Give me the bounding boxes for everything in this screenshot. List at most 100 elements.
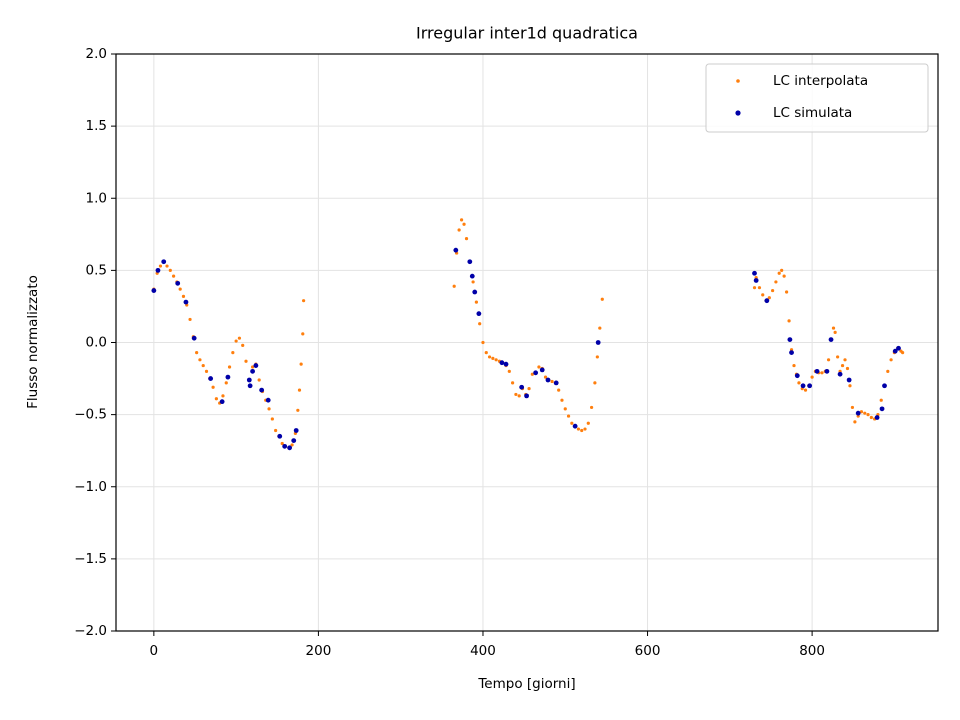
point	[462, 222, 466, 226]
point	[580, 428, 584, 433]
point	[201, 363, 205, 368]
point	[270, 417, 274, 421]
point	[499, 360, 505, 366]
point	[882, 383, 887, 389]
chart-title: Irregular inter1d quadratica	[416, 24, 638, 43]
y-tick-label: 1.5	[86, 118, 107, 134]
point	[780, 268, 784, 272]
point	[481, 340, 485, 345]
point	[533, 370, 539, 376]
point	[901, 350, 905, 355]
point	[291, 438, 297, 443]
point	[787, 337, 793, 343]
point	[752, 270, 757, 276]
point	[250, 365, 255, 369]
point	[453, 247, 459, 253]
point	[545, 377, 551, 383]
point	[570, 421, 574, 425]
point	[519, 384, 525, 390]
point	[452, 284, 456, 288]
point	[826, 358, 831, 362]
point	[214, 397, 218, 401]
x-tick-label: 200	[306, 643, 332, 659]
point	[514, 392, 518, 397]
point	[879, 406, 885, 412]
legend-marker	[735, 110, 741, 116]
point	[789, 350, 794, 355]
x-tick-label: 800	[799, 643, 825, 659]
point	[171, 274, 176, 278]
point	[757, 286, 762, 290]
point	[204, 369, 209, 373]
point	[511, 381, 515, 385]
point	[833, 330, 837, 335]
point	[487, 355, 492, 359]
point	[595, 340, 601, 345]
point	[474, 300, 478, 304]
point	[889, 358, 893, 362]
point	[824, 368, 830, 374]
point	[814, 368, 820, 374]
point	[583, 427, 587, 431]
point	[464, 237, 469, 241]
point	[280, 441, 284, 446]
point	[290, 443, 294, 447]
point	[853, 420, 857, 424]
point	[557, 388, 561, 392]
point	[869, 415, 873, 420]
point	[253, 363, 259, 368]
point	[777, 271, 781, 275]
legend-box	[705, 63, 929, 133]
point	[221, 394, 225, 398]
point	[831, 326, 836, 330]
point	[259, 387, 265, 393]
point	[810, 375, 814, 379]
point	[183, 299, 189, 305]
point	[560, 398, 564, 402]
point	[892, 348, 898, 354]
point	[595, 355, 599, 359]
point	[246, 377, 252, 383]
point	[840, 363, 845, 368]
point	[467, 259, 473, 265]
point	[191, 335, 197, 341]
point	[471, 280, 475, 284]
point	[845, 366, 850, 371]
point	[219, 399, 225, 405]
point	[231, 350, 235, 355]
point	[225, 374, 231, 380]
point	[593, 381, 597, 385]
point	[181, 294, 186, 298]
point	[600, 297, 604, 301]
point	[469, 273, 475, 279]
point	[530, 372, 534, 376]
point	[198, 358, 202, 362]
point	[244, 359, 248, 363]
point	[807, 383, 813, 389]
point	[168, 268, 172, 272]
point	[764, 298, 770, 304]
point	[550, 379, 554, 384]
point	[794, 373, 800, 379]
point	[543, 375, 548, 379]
point	[459, 218, 464, 222]
point	[846, 377, 852, 383]
point	[859, 410, 864, 414]
point	[767, 296, 771, 300]
point	[274, 428, 278, 433]
point	[752, 286, 757, 290]
point	[472, 289, 478, 295]
point	[866, 413, 870, 417]
point	[247, 383, 253, 389]
point	[563, 407, 567, 411]
point	[503, 361, 509, 367]
point	[896, 345, 901, 351]
point	[250, 368, 255, 374]
y-tick-label: 2.0	[86, 46, 107, 62]
point	[886, 369, 890, 373]
point	[476, 311, 482, 317]
point	[484, 350, 488, 355]
point	[539, 367, 545, 373]
point	[553, 380, 559, 386]
